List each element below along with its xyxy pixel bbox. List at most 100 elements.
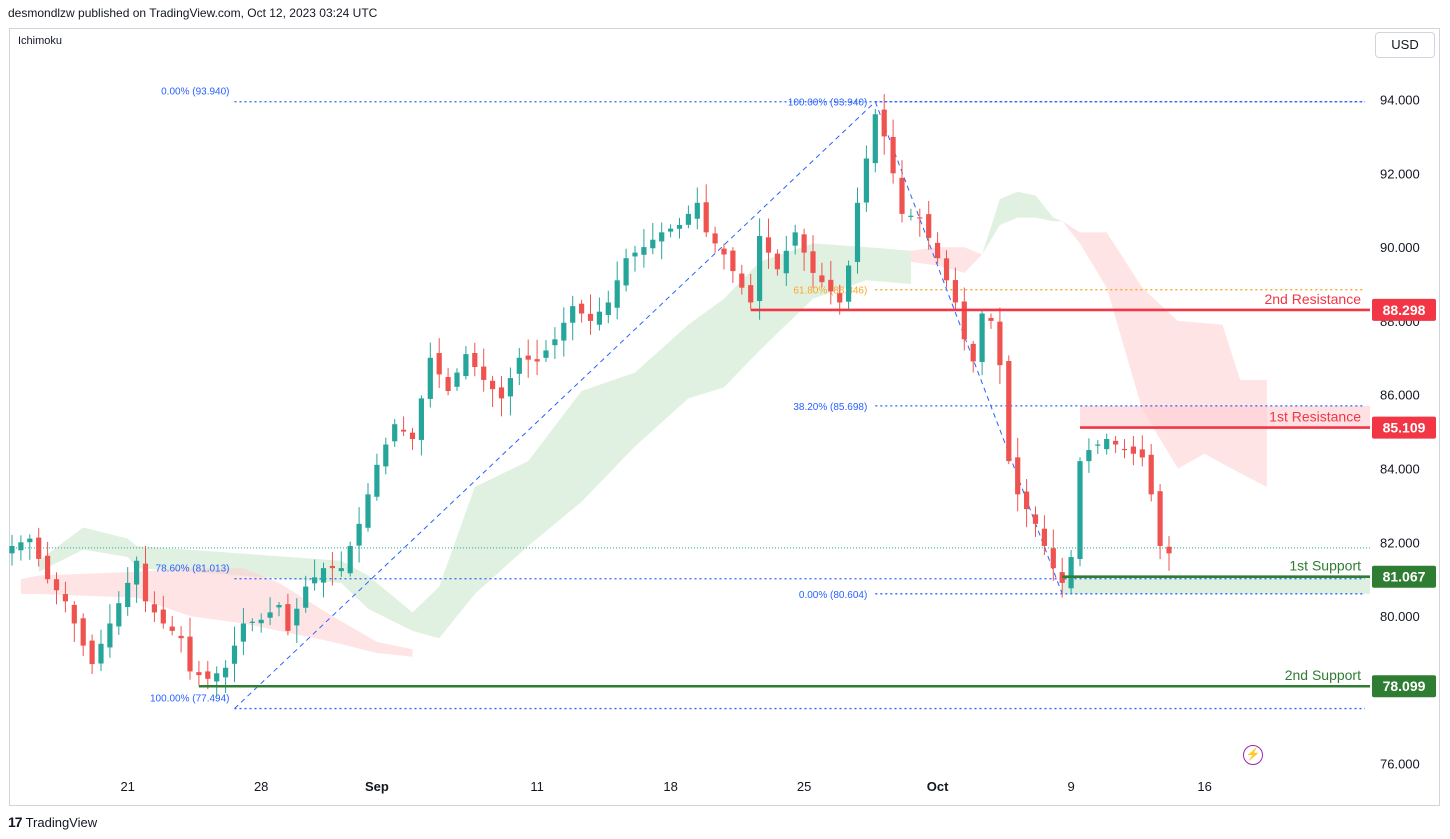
candle-body [507,378,513,397]
candle-body [961,301,967,340]
candle-body [641,247,647,255]
candle-body [294,608,300,626]
candle-body [45,555,51,580]
candle-body [312,577,318,584]
candle-body [908,215,914,217]
candle-body [169,626,175,631]
candle-body [427,357,433,399]
candle-body [347,545,353,574]
candle-body [240,623,246,642]
fib-level-label: 0.00% (93.940) [161,87,229,98]
candle-body [1104,438,1110,450]
level-label: 2nd Resistance [1264,291,1361,307]
x-tick-label: 21 [120,779,134,794]
candle-body [374,464,380,497]
candle-body [712,233,718,244]
candle-body [774,253,780,270]
candle-body [872,114,878,164]
candle-body [997,321,1003,366]
candle-body [783,250,789,274]
candle-body [178,635,184,639]
price-badge: 85.109 [1372,416,1436,439]
y-tick-label: 94.000 [1380,93,1420,108]
fib-level-label: 100.00% (77.494) [150,694,230,705]
candle-body [338,568,344,572]
candle-body [1032,514,1039,524]
footer-brand-label: TradingView [25,814,98,830]
candle-body [596,311,602,325]
candle-body [27,538,33,543]
candle-body [525,355,531,360]
candle-body [970,343,976,362]
candle-body [151,604,157,613]
cloud-bullish [982,191,1063,255]
level-label: 1st Support [1289,558,1361,574]
y-tick-label: 84.000 [1380,462,1420,477]
level-label: 2nd Support [1285,667,1361,683]
candle-body [267,612,273,618]
candle-body [329,565,335,569]
candle-body [36,537,42,559]
indicator-label[interactable]: Ichimoku [18,35,63,47]
candle-body [463,354,469,377]
price-badge: 78.099 [1372,675,1436,698]
candle-body [196,672,202,676]
candle-body [1068,557,1074,589]
candle-body [436,353,442,375]
candle-body [757,236,763,302]
candle-body [1095,444,1101,446]
candle-body [739,273,745,288]
cloud-bullish [38,243,911,639]
x-tick-label: Oct [927,779,949,794]
candle-body [721,248,727,255]
flash-icon[interactable]: ⚡ [1243,745,1263,765]
candle-body [285,604,291,631]
candle-body [685,213,691,225]
candle-body [18,542,24,551]
price-badge-label: 81.067 [1383,569,1426,585]
candle-body [1166,546,1172,554]
candle-body [134,560,140,585]
price-badge-label: 85.109 [1383,420,1426,436]
candle-body [926,214,932,238]
footer-brand[interactable]: 17 TradingView [8,814,97,830]
candle-body [116,603,122,627]
candle-body [445,376,451,392]
candle-body [748,285,754,303]
candle-body [365,494,371,528]
level-label: 1st Resistance [1269,409,1361,425]
candle-body [552,339,558,346]
candle-body [792,232,798,246]
resistance-zone [1080,405,1370,428]
candle-body [730,250,736,272]
x-tick-label: 16 [1197,779,1211,794]
currency-button[interactable]: USD [1375,32,1435,58]
candle-body [516,357,522,374]
candle-body [917,217,923,219]
y-tick-label: 76.000 [1380,757,1420,772]
candle-body [659,232,665,242]
candle-body [1148,454,1154,495]
cloud-bearish [20,568,413,657]
candle-body [881,109,887,137]
candle-body [223,667,229,678]
candle-body [561,322,567,341]
candle-body [543,350,549,358]
candle-body [160,609,166,624]
candle-body [249,621,255,623]
candle-body [490,380,496,390]
chart-frame [9,28,1440,806]
candle-body [819,275,825,283]
candle-body [614,280,620,308]
candle-body [623,258,629,286]
candle-body [214,673,220,682]
fib-level-label: 78.60% (81.013) [156,564,230,575]
fib-trend-line [874,101,1063,594]
y-tick-label: 80.000 [1380,609,1420,624]
candle-body [890,136,896,174]
candle-body [205,671,211,679]
price-badge-bg [1372,565,1436,588]
candle-body [1006,361,1012,462]
candle-body [231,645,238,664]
